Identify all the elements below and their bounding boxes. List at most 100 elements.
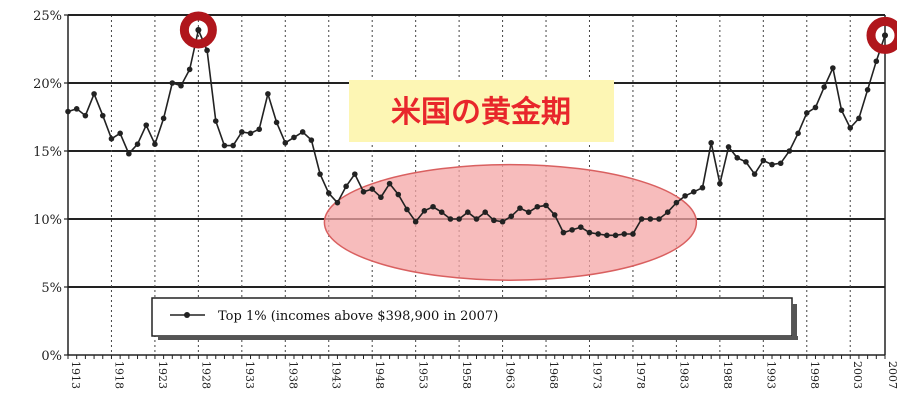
x-tick-label: 1938 (286, 361, 299, 389)
data-point-1979 (638, 216, 645, 222)
data-point-1975 (604, 232, 610, 239)
data-point-1987 (708, 140, 714, 146)
data-point-1971 (569, 227, 575, 233)
data-point-2005 (864, 87, 871, 93)
data-point-1994 (769, 161, 775, 168)
data-point-1938 (282, 140, 289, 146)
data-point-1941 (308, 137, 315, 143)
x-tick-label: 1943 (330, 361, 343, 389)
data-point-1977 (621, 231, 628, 237)
data-point-1934 (247, 130, 254, 137)
data-point-1973 (586, 229, 593, 236)
data-point-1921 (134, 141, 141, 147)
data-point-1914 (73, 106, 80, 112)
data-point-1940 (299, 129, 306, 135)
x-tick-label: 1993 (764, 361, 777, 389)
x-tick-label: 1928 (199, 361, 212, 389)
data-point-1989 (725, 144, 732, 150)
data-point-1976 (612, 232, 619, 239)
x-tick-label: 2003 (851, 361, 864, 389)
data-point-1965 (517, 205, 523, 211)
data-point-1963 (499, 218, 506, 225)
data-point-1970 (560, 229, 567, 236)
x-tick-label: 1933 (243, 361, 256, 389)
x-tick-label: 1958 (460, 361, 473, 389)
data-point-1915 (82, 112, 89, 119)
data-point-1955 (430, 203, 436, 210)
x-tick-label: 1913 (69, 361, 82, 389)
data-point-1917 (99, 112, 106, 119)
data-point-1986 (699, 184, 706, 191)
data-point-2000 (821, 84, 827, 90)
x-tick-label: 1918 (112, 361, 125, 389)
y-tick-label: 10% (33, 213, 62, 228)
data-point-1951 (395, 191, 402, 198)
data-point-2004 (856, 115, 862, 122)
data-point-1920 (126, 150, 132, 157)
data-point-1981 (656, 216, 662, 222)
data-point-1992 (751, 171, 758, 177)
data-point-1950 (386, 180, 393, 187)
data-point-1995 (777, 160, 784, 167)
y-tick-label: 0% (41, 349, 62, 364)
y-tick-label: 25% (33, 9, 62, 24)
x-tick-label: 1998 (808, 361, 821, 389)
data-point-1993 (760, 157, 767, 164)
data-point-1935 (256, 126, 263, 133)
data-point-1947 (360, 189, 367, 195)
data-point-1956 (438, 209, 445, 215)
data-point-1974 (595, 231, 601, 237)
data-point-2006 (873, 58, 880, 65)
data-point-1948 (369, 186, 376, 192)
x-tick-label: 1963 (504, 361, 517, 389)
data-point-1942 (317, 171, 323, 177)
data-point-1980 (647, 216, 654, 222)
peak-point-1928 (195, 26, 202, 33)
data-point-1985 (690, 189, 697, 195)
x-tick-label: 1988 (721, 361, 734, 389)
y-tick-label: 20% (33, 77, 62, 92)
x-tick-label: 1923 (156, 361, 169, 389)
data-point-1984 (682, 193, 688, 199)
y-axis: 0% 5% 10% 15% 20% 25% (33, 9, 68, 364)
data-point-1996 (786, 148, 793, 154)
data-point-1959 (465, 209, 471, 215)
legend-shadow (158, 336, 798, 340)
peak-marker-1928 (179, 11, 217, 49)
x-tick-label: 1968 (547, 361, 560, 389)
data-point-1924 (160, 115, 167, 122)
data-point-1943 (325, 190, 332, 196)
data-point-1978 (630, 231, 636, 237)
data-point-1937 (273, 119, 280, 126)
data-point-1913 (65, 108, 71, 115)
data-point-1919 (117, 130, 123, 137)
legend-marker (184, 312, 190, 318)
y-tick-label: 5% (41, 281, 62, 296)
data-point-1929 (204, 47, 210, 54)
data-point-1926 (178, 82, 184, 89)
golden-age-ellipse (323, 163, 698, 281)
data-point-1960 (473, 216, 480, 222)
data-point-1932 (230, 142, 236, 149)
overlay-title: 米国の黄金期 (349, 80, 614, 142)
peak-marker-2007 (866, 16, 897, 54)
x-tick-label: 1978 (634, 361, 647, 389)
x-tick-label: 1983 (677, 361, 690, 389)
overlay-title-text: 米国の黄金期 (391, 95, 571, 130)
data-point-1946 (352, 171, 358, 177)
data-point-1922 (143, 122, 150, 128)
data-point-1968 (543, 202, 549, 209)
x-tick-label: 1973 (590, 361, 603, 389)
data-point-1939 (291, 134, 297, 141)
data-point-1916 (91, 91, 97, 97)
data-point-1923 (152, 141, 158, 147)
data-point-1962 (491, 217, 497, 224)
data-point-1927 (186, 66, 193, 73)
data-point-1990 (734, 155, 741, 161)
data-point-2002 (838, 107, 845, 113)
data-point-2001 (830, 65, 836, 71)
x-tick-label: 1953 (417, 361, 430, 389)
golden-age-highlight (323, 163, 698, 281)
data-point-1983 (673, 199, 680, 206)
